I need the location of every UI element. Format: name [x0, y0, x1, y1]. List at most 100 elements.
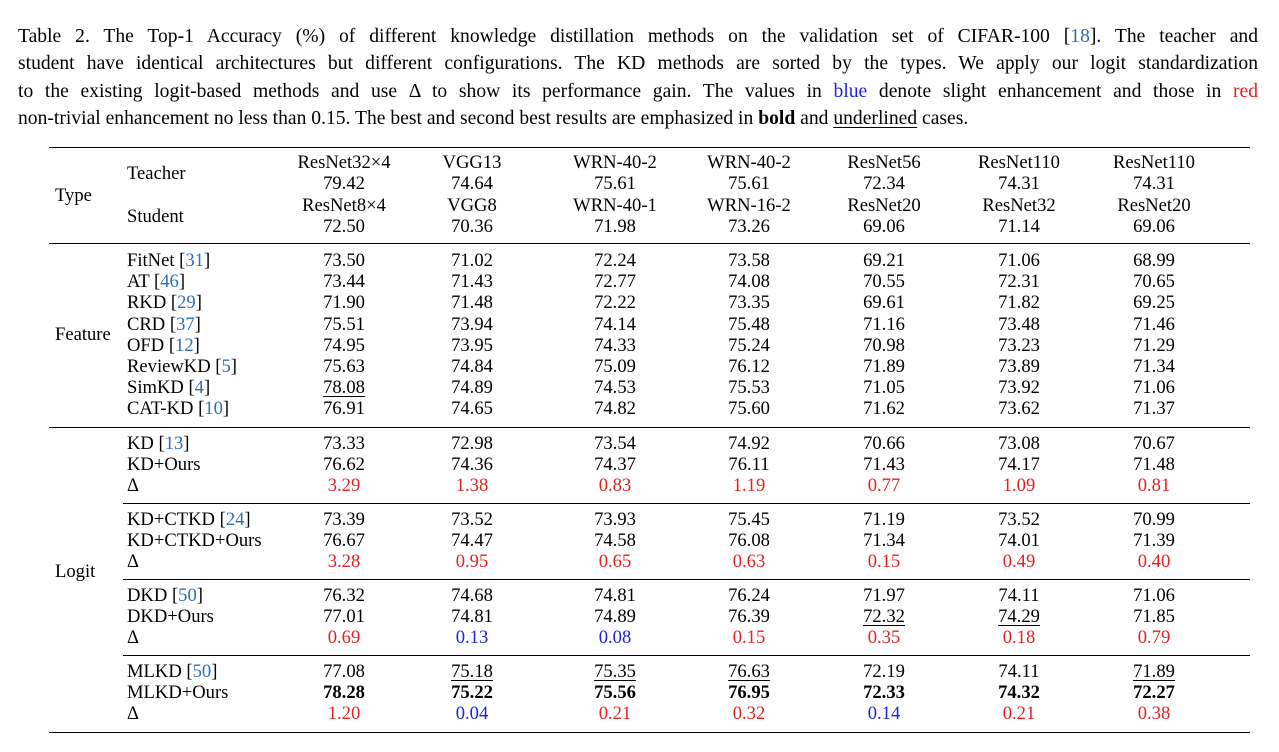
- logit-type-label: Logit: [55, 561, 96, 582]
- value-cell: 71.02: [451, 250, 493, 271]
- value-cell: 76.39: [728, 606, 770, 628]
- citation-link[interactable]: 4: [194, 377, 204, 399]
- citation-link[interactable]: 12: [175, 334, 194, 356]
- teacher-model: VGG13: [442, 152, 502, 173]
- value-cell: 73.50: [323, 250, 365, 271]
- method-label: DKD: [127, 585, 168, 606]
- student-accuracy: 71.98: [594, 216, 636, 237]
- value-cell: 71.89: [863, 356, 905, 377]
- value-cell: 75.63: [323, 356, 365, 377]
- value-cell: 74.68: [451, 585, 493, 606]
- value-cell: 73.52: [451, 509, 493, 530]
- teacher-accuracy: 74.31: [1133, 173, 1175, 194]
- value-cell: 71.90: [323, 292, 365, 314]
- method-label: Δ: [127, 551, 139, 573]
- citation-link[interactable]: 50: [192, 661, 212, 682]
- citation-link[interactable]: 13: [164, 433, 184, 454]
- type-header: Type: [55, 185, 92, 206]
- value-cell: 73.95: [451, 334, 493, 356]
- method-label: SimKD: [127, 377, 184, 399]
- method-name: AT [46]: [127, 271, 186, 293]
- value-cell: 75.45: [728, 509, 770, 530]
- citation-link[interactable]: 29: [177, 292, 196, 314]
- header-rule: [49, 243, 1250, 244]
- citation-link[interactable]: 18: [1070, 26, 1090, 47]
- value-cell: 71.06: [1133, 585, 1175, 606]
- value-cell: 75.51: [323, 313, 365, 335]
- method-name: Δ: [127, 627, 139, 648]
- citation-link[interactable]: 5: [221, 356, 231, 377]
- value-cell: 0.65: [598, 551, 632, 573]
- teacher-accuracy: 75.61: [594, 173, 636, 194]
- value-cell: 75.22: [451, 682, 493, 704]
- value-cell: 72.32: [863, 606, 905, 628]
- value-cell: 77.08: [323, 661, 365, 682]
- value-cell: 0.18: [1002, 627, 1036, 649]
- method-name: KD+Ours: [127, 454, 201, 475]
- caption-line: non-trivial enhancement no less than 0.1…: [18, 105, 1258, 132]
- value-cell: 72.24: [594, 250, 636, 271]
- citation-link[interactable]: 37: [176, 313, 195, 335]
- value-cell: 72.19: [863, 661, 905, 682]
- value-cell: 71.34: [863, 530, 905, 552]
- method-label: DKD+Ours: [127, 606, 214, 628]
- teacher-accuracy: 74.31: [998, 173, 1040, 194]
- value-cell: 74.47: [451, 530, 493, 552]
- value-cell: 73.54: [594, 433, 636, 454]
- method-name: CRD [37]: [127, 313, 201, 335]
- method-label: FitNet: [127, 250, 175, 271]
- student-model: ResNet32: [982, 195, 1056, 216]
- caption-text: blue: [833, 80, 868, 102]
- value-cell: 75.35: [594, 661, 636, 682]
- value-cell: 73.93: [594, 509, 636, 530]
- feature-rule: [49, 427, 1250, 428]
- value-cell: 73.58: [728, 250, 770, 271]
- student-model: ResNet8×4: [302, 195, 386, 216]
- student-model: ResNet20: [847, 195, 921, 216]
- method-label: CRD: [127, 313, 166, 335]
- method-label: MLKD: [127, 661, 182, 682]
- student-model: ResNet20: [1117, 195, 1191, 216]
- value-cell: 1.38: [455, 475, 489, 497]
- value-cell: 73.44: [323, 271, 365, 293]
- caption-text: denote slight enhancement and those in: [867, 80, 1233, 102]
- method-name: KD+CTKD+Ours: [127, 530, 262, 551]
- value-cell: 71.43: [451, 271, 493, 293]
- value-cell: 70.99: [1133, 509, 1175, 530]
- citation-link[interactable]: 10: [204, 398, 223, 420]
- value-cell: 0.69: [327, 627, 361, 649]
- citation-link[interactable]: 50: [178, 585, 197, 606]
- value-cell: 74.82: [594, 398, 636, 420]
- value-cell: 0.83: [598, 475, 632, 497]
- citation-link[interactable]: 24: [225, 509, 245, 530]
- value-cell: 76.32: [323, 585, 365, 606]
- value-cell: 72.27: [1133, 682, 1175, 704]
- student-header: Student: [127, 206, 184, 227]
- value-cell: 71.39: [1133, 530, 1175, 552]
- method-label: OFD: [127, 334, 165, 356]
- value-cell: 1.09: [1002, 475, 1036, 497]
- value-cell: 76.63: [728, 661, 770, 682]
- table-top-rule: [49, 147, 1250, 148]
- citation-link[interactable]: 31: [185, 250, 204, 271]
- value-cell: 71.85: [1133, 606, 1175, 628]
- value-cell: 74.11: [998, 661, 1040, 682]
- caption-line: Table 2. The Top-1 Accuracy (%) of diffe…: [18, 23, 1258, 50]
- caption-text: non-trivial enhancement no less than 0.1…: [18, 107, 759, 129]
- teacher-header: Teacher: [127, 163, 186, 184]
- value-cell: 74.08: [728, 271, 770, 293]
- teacher-accuracy: 72.34: [863, 173, 905, 194]
- value-cell: 71.48: [1133, 454, 1175, 476]
- citation-link[interactable]: 46: [160, 271, 179, 293]
- value-cell: 74.58: [594, 530, 636, 552]
- student-accuracy: 73.26: [728, 216, 770, 237]
- value-cell: 73.35: [728, 292, 770, 314]
- caption-text: and: [795, 107, 834, 129]
- value-cell: 74.89: [451, 377, 493, 399]
- value-cell: 73.94: [451, 313, 493, 335]
- value-cell: 73.48: [998, 313, 1040, 335]
- value-cell: 74.81: [451, 606, 493, 628]
- value-cell: 71.82: [998, 292, 1040, 314]
- method-name: KD+CTKD [24]: [127, 509, 251, 530]
- value-cell: 1.20: [327, 703, 361, 725]
